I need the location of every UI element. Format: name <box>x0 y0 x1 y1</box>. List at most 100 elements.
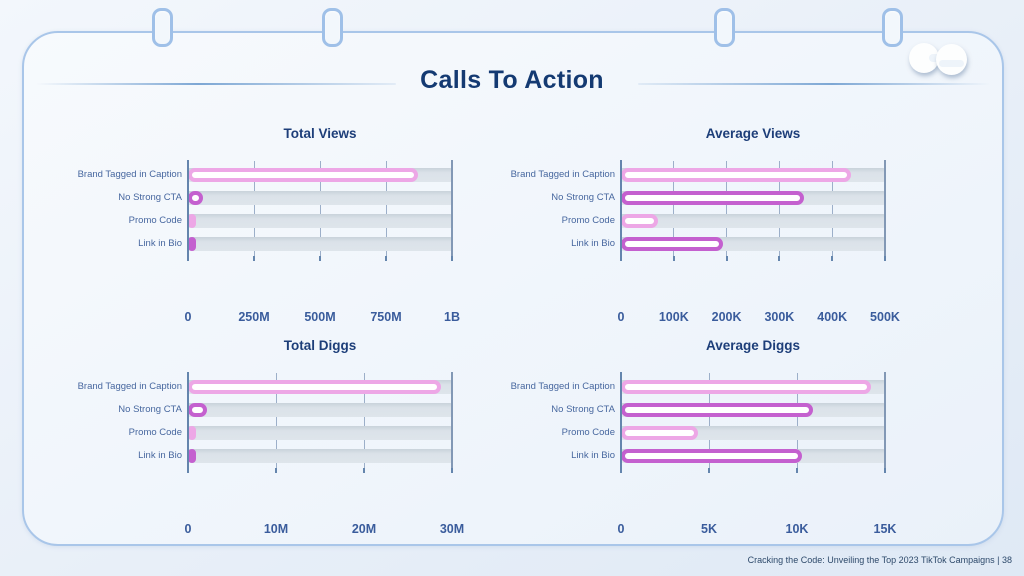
footer-caption: Cracking the Code: Unveiling the Top 202… <box>747 555 1012 565</box>
header-divider-left <box>36 83 396 85</box>
y-axis-line <box>187 372 189 470</box>
chart-row <box>188 186 452 209</box>
x-axis-tick-label: 0 <box>184 310 192 324</box>
chart-title: Total Diggs <box>283 338 357 353</box>
category-label: Promo Code <box>561 215 615 226</box>
category-label: Brand Tagged in Caption <box>510 169 615 180</box>
x-axis-tick-label: 15K <box>873 522 897 536</box>
chart-row <box>621 375 885 398</box>
chart-row <box>621 444 885 467</box>
chart-row <box>188 444 452 467</box>
chart-row <box>621 421 885 444</box>
category-label: Link in Bio <box>138 238 182 249</box>
bar <box>621 236 723 251</box>
chart-title: Average Diggs <box>705 338 801 353</box>
chart-row <box>188 398 452 421</box>
bar-track <box>188 213 452 228</box>
category-label: No Strong CTA <box>551 192 615 203</box>
category-label: Promo Code <box>561 427 615 438</box>
category-labels: Brand Tagged in Caption No Strong CTA Prom… <box>52 375 182 467</box>
gridline <box>319 161 321 257</box>
bar <box>621 167 851 182</box>
gridline <box>884 160 886 258</box>
tick-mark <box>187 468 189 473</box>
bar <box>188 213 196 228</box>
chart-total-views: Total Views Brand Tagged in Caption No Str… <box>52 126 460 324</box>
gridline <box>451 160 453 258</box>
y-axis-line <box>187 160 189 258</box>
x-axis-tick-label: 500K <box>870 310 900 324</box>
binder-ring <box>152 8 173 47</box>
gridline <box>673 161 675 257</box>
x-axis-tick-label: 300K <box>764 310 795 324</box>
y-axis-line <box>620 160 622 258</box>
category-label: Brand Tagged in Caption <box>77 169 182 180</box>
logo-pacman-circle-icon <box>909 43 942 73</box>
tick-mark <box>831 256 834 261</box>
bar <box>188 167 418 182</box>
bar-track <box>188 190 452 205</box>
chart-average-diggs: Average Diggs Brand Tagged in Caption No S… <box>485 338 897 536</box>
plot-area: 0 250M 500M 750M 1B <box>185 160 460 324</box>
tick-mark <box>319 256 321 261</box>
chart-total-diggs: Total Diggs Brand Tagged in Caption No Str… <box>52 338 465 536</box>
x-axis-tick-label: 10M <box>263 522 289 536</box>
tick-mark <box>363 468 365 473</box>
bar-track <box>621 213 885 228</box>
x-axis-tick-label: 400K <box>817 310 848 324</box>
category-label: Link in Bio <box>571 238 615 249</box>
chart-row <box>621 186 885 209</box>
logo-slotted-circle-icon <box>936 44 967 75</box>
category-label: Promo Code <box>128 215 182 226</box>
tick-mark <box>708 468 710 473</box>
x-axis-tick-label: 10K <box>785 522 809 536</box>
category-labels: Brand Tagged in Caption No Strong CTA Prom… <box>52 163 182 255</box>
bar-track <box>188 236 452 251</box>
gridline <box>778 161 780 257</box>
bar-track <box>188 448 452 463</box>
plot-area: 0 5K 10K 15K <box>618 372 896 536</box>
x-axis-tick-label: 1B <box>444 310 460 324</box>
chart-average-views: Average Views Brand Tagged in Caption No S… <box>485 126 900 324</box>
chart-title: Total Views <box>283 126 357 141</box>
binder-ring <box>714 8 735 47</box>
category-label: Link in Bio <box>571 450 615 461</box>
bar <box>188 402 208 417</box>
bar <box>621 190 805 205</box>
chart-row <box>188 375 452 398</box>
chart-row <box>621 209 885 232</box>
bar <box>188 425 196 440</box>
x-axis-tick-label: 100K <box>658 310 689 324</box>
y-axis-line <box>620 372 622 470</box>
gridline <box>363 373 365 469</box>
tick-mark <box>725 256 728 261</box>
binder-ring <box>882 8 903 47</box>
tick-mark <box>672 256 675 261</box>
bar-track <box>188 425 452 440</box>
bar <box>188 190 203 205</box>
chart-row <box>621 163 885 186</box>
gridline <box>451 372 453 470</box>
x-axis-tick-label: 750M <box>370 310 402 324</box>
x-axis-tick-label: 0 <box>617 310 625 324</box>
bar <box>188 448 196 463</box>
gridline <box>796 373 798 469</box>
bar <box>188 379 441 394</box>
page-title: Calls To Action <box>420 66 604 94</box>
tick-mark <box>884 468 886 473</box>
x-axis-tick-label: 30M <box>439 522 465 536</box>
tick-mark <box>796 468 798 473</box>
gridline <box>831 161 833 257</box>
bar <box>621 402 813 417</box>
bar-track <box>188 402 452 417</box>
gridline <box>253 161 255 257</box>
gridline <box>708 373 710 469</box>
brand-logo <box>909 43 973 77</box>
tick-mark <box>451 468 453 473</box>
bar <box>621 213 659 228</box>
chart-title: Average Views <box>705 126 801 141</box>
category-label: Brand Tagged in Caption <box>510 381 615 392</box>
chart-row <box>621 398 885 421</box>
x-axis-tick-label: 5K <box>701 522 717 536</box>
